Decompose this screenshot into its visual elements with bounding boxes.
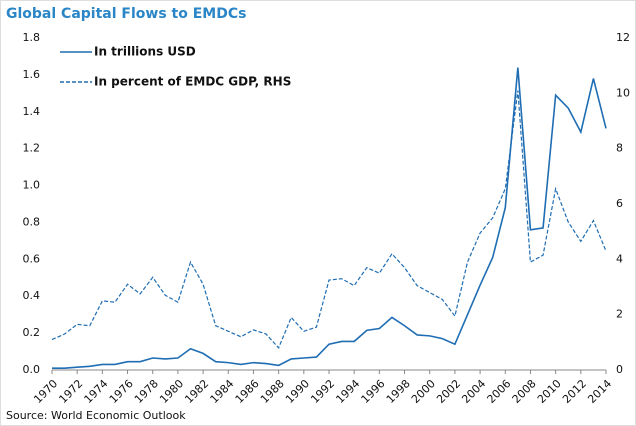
x-tick-label: 1988 xyxy=(258,377,287,406)
series-line xyxy=(52,67,607,369)
x-tick-label: 2002 xyxy=(434,377,463,406)
x-tick-label: 1992 xyxy=(308,377,337,406)
x-tick-label: 1986 xyxy=(233,377,262,406)
series-line xyxy=(51,90,607,349)
chart-title: Global Capital Flows to EMDCs xyxy=(6,6,246,22)
x-tick-label: 2000 xyxy=(409,377,438,406)
x-tick-label: 2012 xyxy=(560,377,589,406)
x-tick-label: 1996 xyxy=(359,377,388,406)
y-tick-label: 0.8 xyxy=(23,215,41,228)
x-tick-label: 1976 xyxy=(107,377,136,406)
y2-tick-label: 4 xyxy=(616,252,623,265)
y-tick-label: 0.6 xyxy=(23,252,41,265)
y-tick-label: 1.2 xyxy=(23,142,41,155)
x-tick-label: 1984 xyxy=(208,377,237,406)
y2-tick-label: 0 xyxy=(616,363,623,376)
y2-tick-label: 10 xyxy=(616,86,630,99)
y-tick-label: 0.4 xyxy=(23,289,41,302)
y-tick-label: 1.6 xyxy=(23,68,41,81)
legend-label: In percent of EMDC GDP, RHS xyxy=(94,75,291,89)
source-note: Source: World Economic Outlook xyxy=(6,409,186,422)
x-tick-label: 1974 xyxy=(82,377,111,406)
x-tick-label: 2004 xyxy=(459,377,488,406)
y2-tick-label: 2 xyxy=(616,308,623,321)
y-tick-label: 0.2 xyxy=(23,326,41,339)
x-tick-label: 2014 xyxy=(585,377,614,406)
y-tick-label: 0.0 xyxy=(23,363,41,376)
x-tick-label: 1980 xyxy=(157,377,186,406)
x-tick-label: 1978 xyxy=(132,377,161,406)
x-tick-label: 1982 xyxy=(182,377,211,406)
x-tick-label: 1990 xyxy=(283,377,312,406)
x-tick-label: 2010 xyxy=(535,377,564,406)
y2-tick-label: 6 xyxy=(616,197,623,210)
y2-tick-label: 8 xyxy=(616,142,623,155)
x-tick-label: 1970 xyxy=(31,377,60,406)
x-tick-label: 2008 xyxy=(510,377,539,406)
y-tick-label: 1.8 xyxy=(23,31,41,44)
x-tick-label: 2006 xyxy=(485,377,514,406)
x-tick-label: 1972 xyxy=(56,377,85,406)
y-tick-label: 1.4 xyxy=(23,105,41,118)
x-tick-label: 1994 xyxy=(333,377,362,406)
y2-tick-label: 12 xyxy=(616,31,630,44)
x-tick-label: 1998 xyxy=(384,377,413,406)
y-tick-label: 1.0 xyxy=(23,179,41,192)
legend-label: In trillions USD xyxy=(94,45,196,59)
